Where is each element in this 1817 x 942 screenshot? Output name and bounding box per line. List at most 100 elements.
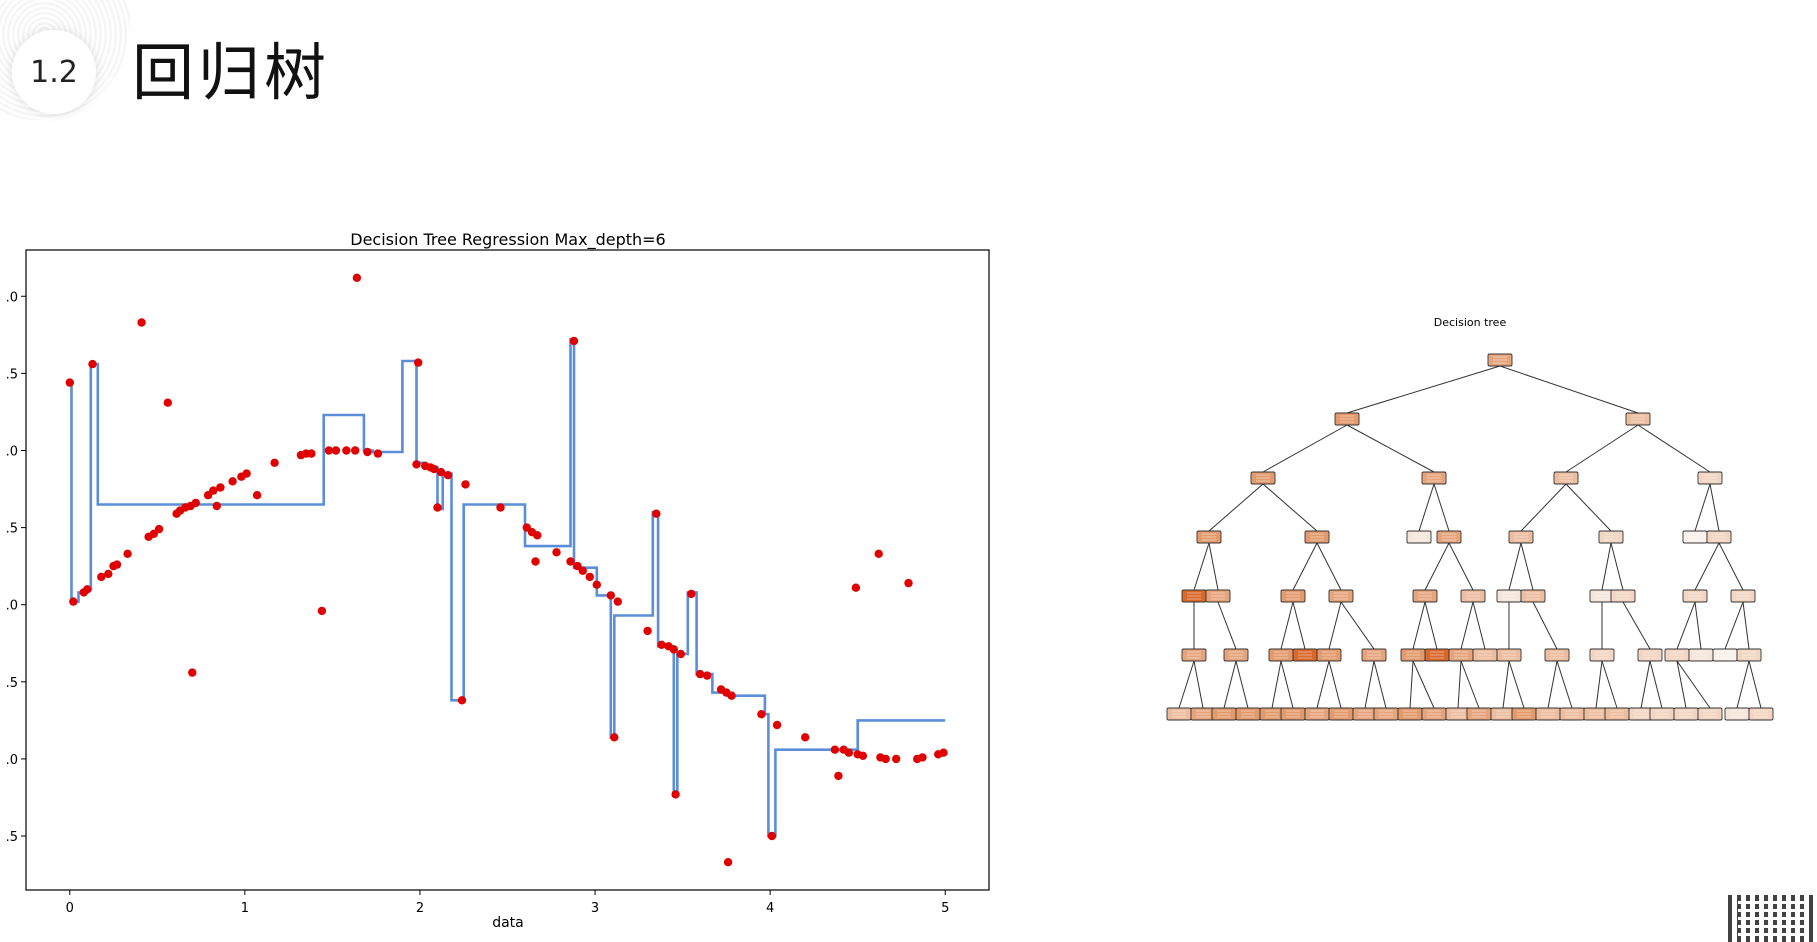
tree-node (1304, 530, 1330, 544)
tree-node (1682, 589, 1708, 603)
watermark-logo (1728, 895, 1817, 942)
data-point (252, 491, 262, 500)
data-point (801, 733, 810, 742)
data-point (324, 446, 334, 455)
tree-node (1268, 648, 1294, 662)
tree-edge (1508, 660, 1525, 709)
data-point (242, 469, 251, 478)
tree-node (1511, 707, 1537, 721)
data-point (566, 557, 575, 566)
data-point (851, 583, 861, 592)
tree-node (1559, 707, 1585, 721)
tree-edge (1718, 542, 1744, 591)
data-point (307, 449, 316, 458)
tree-node (1280, 589, 1306, 603)
data-point (585, 572, 594, 582)
data-point (352, 273, 362, 282)
data-point (727, 691, 736, 700)
tree-edge (1346, 424, 1435, 473)
tree-node (1589, 648, 1615, 662)
data-point (212, 501, 221, 511)
tree-edge (1694, 601, 1702, 650)
data-point (412, 460, 421, 469)
tree-edge (1499, 365, 1639, 414)
tree-edge (1610, 542, 1624, 591)
y-tick-label: .0 (6, 444, 18, 459)
tree-edge (1448, 542, 1474, 591)
data-point (723, 858, 733, 867)
y-tick-label: .0 (6, 290, 18, 305)
tree-node (1490, 707, 1516, 721)
data-point (83, 585, 92, 594)
tree-node (1649, 707, 1675, 721)
data-point (188, 668, 197, 677)
data-point (881, 754, 890, 764)
y-tick-label: .5 (6, 522, 18, 537)
tree-node (1445, 707, 1471, 721)
tree-node (1697, 471, 1723, 485)
data-point (104, 569, 113, 579)
tree-node (1352, 707, 1378, 721)
data-point (363, 447, 372, 457)
tree-edge (1364, 660, 1375, 709)
tree-edge (1547, 660, 1558, 709)
tree-edge (1637, 424, 1711, 473)
tree-edge (1556, 660, 1573, 709)
tree-node (1181, 589, 1207, 603)
data-point (496, 503, 505, 512)
tree-edge (1742, 601, 1750, 650)
tree-edge (1262, 483, 1318, 532)
data-point (228, 477, 237, 486)
tree-edge (1193, 660, 1204, 709)
tree-node (1688, 648, 1714, 662)
tree-node (1673, 707, 1699, 721)
data-point (578, 566, 587, 575)
tree-node (1235, 707, 1261, 721)
tree-edge (1316, 660, 1330, 709)
tree-node (1628, 707, 1654, 721)
tree-edge (1328, 601, 1342, 650)
tree-node (1589, 589, 1615, 603)
tree-edge (1280, 660, 1294, 709)
tree-edge (1649, 660, 1663, 709)
data-point (65, 378, 75, 387)
tree-edge (1292, 542, 1318, 591)
data-point (552, 548, 561, 557)
tree-node (1496, 648, 1522, 662)
data-point (904, 578, 913, 588)
tree-edge (1601, 660, 1618, 709)
tree-node (1421, 707, 1447, 721)
tree-node (1328, 707, 1354, 721)
regression-chart: Decision Tree Regression Max_depth=6 .0.… (6, 230, 990, 931)
tree-node (1211, 707, 1237, 721)
y-tick-label: .0 (6, 753, 18, 768)
tree-edge (1676, 601, 1696, 650)
x-tick-label: 0 (66, 901, 74, 916)
tree-edge (1748, 660, 1762, 709)
tree-node (1508, 530, 1534, 544)
tree-node (1487, 353, 1513, 367)
section-number-badge: 1.2 (12, 30, 96, 114)
tree-node (1223, 648, 1249, 662)
tree-nodes (1166, 353, 1774, 721)
tree-node (1736, 648, 1762, 662)
tree-node (1316, 648, 1342, 662)
tree-node (1373, 707, 1399, 721)
tree-node (1292, 648, 1318, 662)
data-point (123, 549, 132, 558)
tree-edge (1520, 483, 1567, 532)
data-point (216, 483, 225, 492)
tree-edge (1262, 424, 1348, 473)
tree-edge (1424, 542, 1450, 591)
tree-node (1334, 412, 1360, 426)
tree-node (1535, 707, 1561, 721)
tree-edge (1508, 542, 1522, 591)
data-point (342, 446, 351, 455)
tree-title: Decision tree (1434, 316, 1507, 329)
data-point (767, 831, 777, 841)
tree-node (1697, 707, 1723, 721)
tree-node (1664, 648, 1690, 662)
data-point (163, 398, 172, 407)
tree-edge (1595, 660, 1603, 709)
tree-node (1604, 707, 1630, 721)
